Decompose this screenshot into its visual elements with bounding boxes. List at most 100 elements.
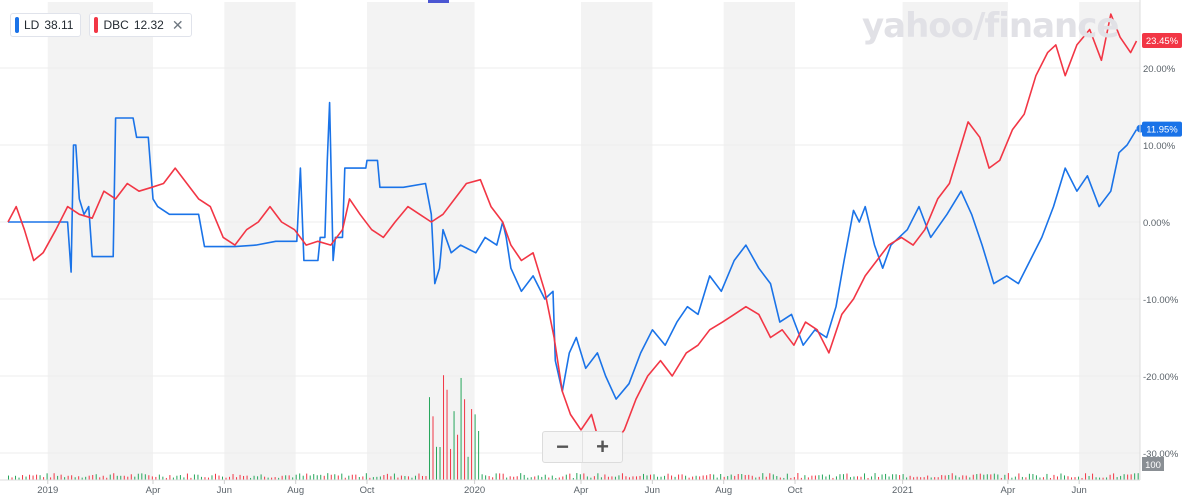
volume-bar <box>169 475 171 480</box>
volume-bar <box>327 473 329 480</box>
ld-swatch <box>15 17 19 33</box>
volume-bar <box>130 474 132 480</box>
volume-bar <box>71 475 73 480</box>
volume-bar <box>57 475 59 480</box>
volume-bar <box>1025 477 1027 480</box>
volume-bar <box>551 475 553 480</box>
shaded-band <box>1079 2 1140 480</box>
volume-bar <box>488 476 490 480</box>
volume-bar <box>155 476 157 480</box>
volume-bar <box>516 476 518 480</box>
legend-item-dbc[interactable]: DBC 12.32 ✕ <box>89 13 192 37</box>
volume-bar <box>50 477 52 480</box>
volume-bar <box>650 474 652 480</box>
volume-bar <box>927 475 929 480</box>
x-tick-label: Apr <box>146 485 161 496</box>
volume-bar <box>25 476 27 480</box>
volume-bar <box>642 473 644 480</box>
volume-bar <box>874 473 876 480</box>
volume-bar <box>1099 477 1101 480</box>
volume-bar <box>1102 477 1104 480</box>
shaded-band <box>723 2 796 480</box>
volume-bar <box>425 476 427 480</box>
volume-bar <box>1137 473 1139 480</box>
volume-bar <box>1007 473 1009 480</box>
volume-bar <box>635 476 637 480</box>
volume-bar <box>39 475 41 480</box>
volume-bar <box>625 476 627 480</box>
volume-bar <box>972 474 974 480</box>
volume-bar <box>604 474 606 480</box>
x-tick-label: 2021 <box>892 485 913 496</box>
volume-bar <box>1134 473 1136 480</box>
volume-bar <box>179 475 181 480</box>
shaded-band <box>581 2 653 480</box>
volume-bar <box>713 474 715 480</box>
zoom-out-button[interactable]: − <box>556 434 569 459</box>
volume-bar <box>1088 475 1090 480</box>
volume-bar <box>183 477 185 480</box>
volume-bar <box>99 477 101 480</box>
volume-bar <box>639 475 641 480</box>
volume-bar <box>400 475 402 480</box>
volume-bar <box>590 477 592 480</box>
volume-bar <box>1056 476 1058 480</box>
volume-bar <box>432 416 434 480</box>
zoom-in-button[interactable]: + <box>582 432 622 462</box>
volume-bar <box>379 476 381 480</box>
volume-bar <box>165 477 167 480</box>
volume-bar <box>109 474 111 480</box>
volume-bar <box>229 476 231 480</box>
volume-bar <box>414 475 416 480</box>
volume-bar <box>997 474 999 480</box>
volume-bar <box>232 474 234 480</box>
volume-bar <box>614 476 616 480</box>
volume-bar <box>513 476 515 480</box>
volume-bar <box>323 475 325 480</box>
close-icon[interactable]: ✕ <box>171 16 184 33</box>
volume-bar <box>541 476 543 480</box>
volume-bar <box>471 409 473 480</box>
volume-bar <box>341 473 343 480</box>
volume-tag-label: 100 <box>1145 460 1161 471</box>
volume-bar <box>776 476 778 480</box>
volume-bar <box>818 475 820 480</box>
volume-bar <box>618 475 620 480</box>
volume-bar <box>365 473 367 480</box>
x-tick-label: Oct <box>788 485 803 496</box>
volume-bar <box>1000 477 1002 480</box>
volume-bar <box>751 475 753 480</box>
volume-bar <box>141 473 143 480</box>
volume-bar <box>878 476 880 480</box>
volume-bar <box>857 476 858 480</box>
volume-bar <box>737 474 739 480</box>
volume-bar <box>81 477 83 480</box>
x-tick-label: 2019 <box>37 485 58 496</box>
y-tick-label: -30.00% <box>1143 449 1179 460</box>
volume-bar <box>120 475 122 480</box>
legend-item-ld[interactable]: LD 38.11 <box>10 13 82 37</box>
volume-bar <box>839 474 841 480</box>
volume-bar <box>979 473 981 480</box>
volume-bar <box>709 474 711 480</box>
volume-bar <box>372 477 374 480</box>
volume-bar <box>162 476 164 480</box>
volume-bar <box>78 476 80 480</box>
volume-bar <box>1109 474 1111 480</box>
volume-bar <box>667 473 669 480</box>
volume-bar <box>127 476 129 480</box>
volume-bar <box>1116 477 1118 480</box>
volume-bar <box>1127 474 1129 480</box>
volume-bar <box>200 476 202 480</box>
volume-bar <box>1074 477 1076 480</box>
volume-bar <box>660 476 662 480</box>
volume-bar <box>397 477 399 480</box>
volume-bar <box>116 475 118 480</box>
volume-bar <box>225 477 227 480</box>
volume-bar <box>902 474 904 480</box>
volume-bar <box>320 474 322 480</box>
volume-bar <box>46 473 48 480</box>
volume-bar <box>390 476 392 480</box>
volume-bar <box>744 475 746 480</box>
